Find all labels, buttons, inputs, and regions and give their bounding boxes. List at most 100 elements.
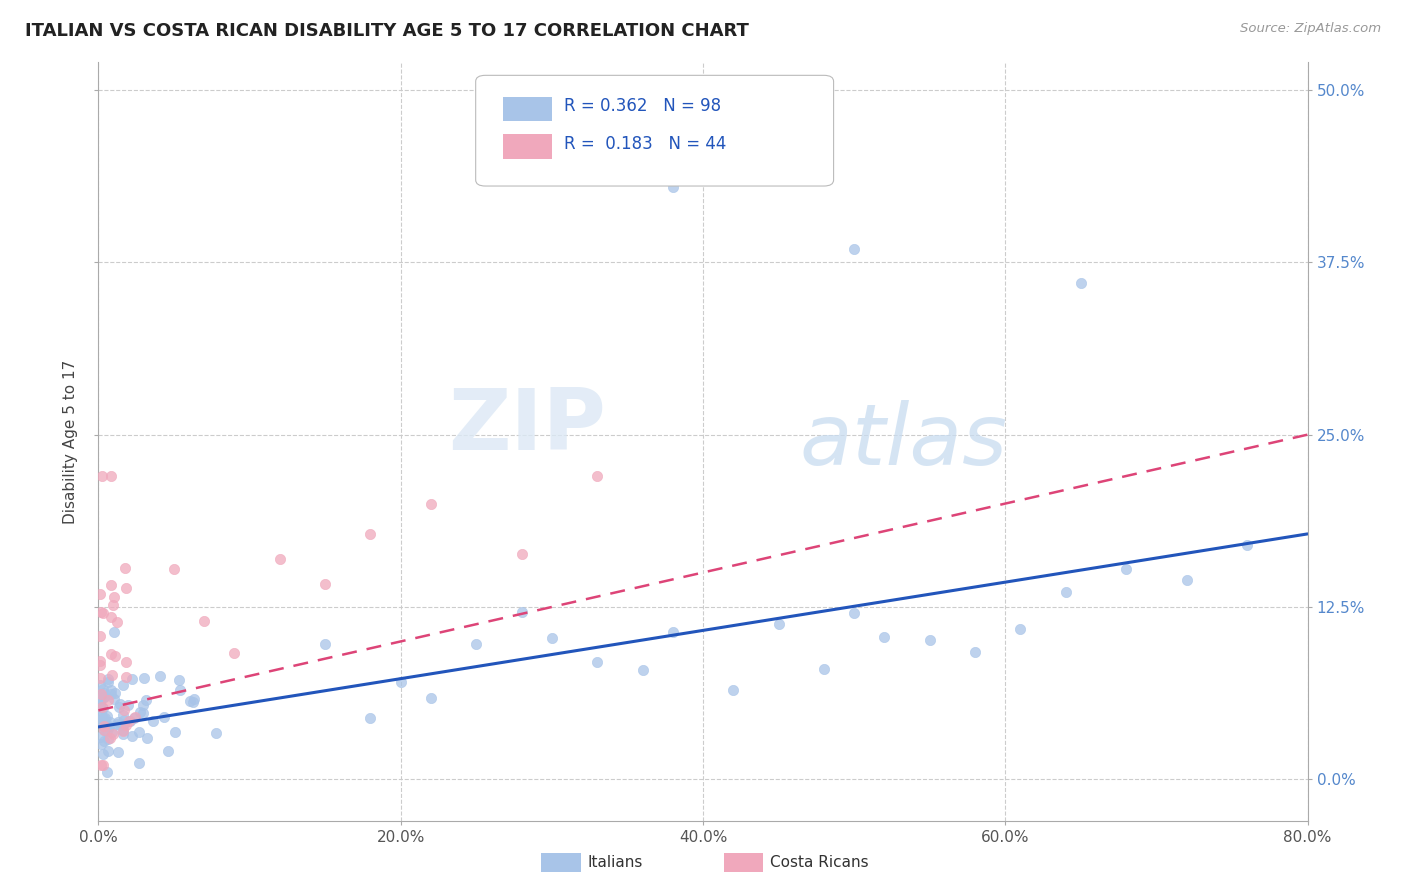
Point — [510, 605, 533, 619]
Point — [128, 725, 150, 739]
Point — [91, 711, 114, 725]
Point — [103, 727, 125, 741]
Point — [873, 630, 896, 644]
Point — [97, 693, 120, 707]
Text: R =  0.183   N = 44: R = 0.183 N = 44 — [564, 136, 727, 153]
Point — [768, 617, 790, 632]
Point — [89, 714, 111, 729]
Point — [105, 615, 128, 629]
Point — [101, 598, 124, 612]
Point — [89, 587, 111, 601]
Point — [420, 690, 443, 705]
Y-axis label: Disability Age 5 to 17: Disability Age 5 to 17 — [63, 359, 79, 524]
Point — [101, 725, 124, 739]
Text: ZIP: ZIP — [449, 384, 606, 468]
Point — [107, 715, 129, 730]
Point — [661, 179, 683, 194]
Point — [314, 577, 336, 591]
Point — [96, 723, 118, 738]
Point — [89, 658, 111, 673]
Text: Source: ZipAtlas.com: Source: ZipAtlas.com — [1240, 22, 1381, 36]
Point — [135, 693, 157, 707]
Point — [93, 714, 115, 728]
Point — [631, 663, 654, 677]
Point — [132, 698, 155, 712]
Point — [111, 727, 134, 741]
Point — [965, 645, 987, 659]
Text: atlas: atlas — [800, 400, 1008, 483]
FancyBboxPatch shape — [475, 75, 834, 186]
Point — [94, 711, 117, 725]
Point — [118, 714, 141, 729]
Point — [112, 723, 135, 737]
Point — [100, 667, 122, 681]
Point — [107, 699, 129, 714]
Point — [128, 756, 150, 770]
Point — [121, 672, 143, 686]
Point — [118, 714, 141, 728]
Point — [89, 707, 111, 722]
Point — [107, 745, 129, 759]
Point — [89, 690, 111, 704]
Point — [91, 701, 114, 715]
Point — [100, 469, 122, 483]
Point — [90, 605, 112, 619]
Point — [156, 744, 179, 758]
Point — [1236, 537, 1258, 551]
Point — [389, 674, 412, 689]
Point — [89, 698, 111, 712]
Point — [121, 729, 143, 743]
Point — [93, 720, 115, 734]
Point — [91, 607, 114, 621]
Point — [108, 697, 131, 711]
Point — [96, 709, 118, 723]
Point — [100, 683, 122, 698]
Point — [89, 629, 111, 643]
Point — [89, 671, 111, 685]
Point — [103, 624, 125, 639]
Point — [100, 609, 122, 624]
Point — [124, 710, 146, 724]
Point — [100, 715, 122, 730]
Point — [179, 694, 201, 708]
Point — [97, 719, 120, 733]
Point — [122, 711, 145, 725]
Point — [163, 561, 186, 575]
Point — [661, 625, 683, 640]
Point — [1010, 622, 1032, 636]
Point — [104, 686, 127, 700]
Point — [149, 669, 172, 683]
Point — [360, 711, 382, 725]
Point — [93, 723, 115, 738]
Point — [105, 717, 128, 731]
Point — [112, 713, 135, 727]
Point — [89, 654, 111, 668]
Point — [465, 637, 488, 651]
Point — [100, 647, 122, 661]
Point — [98, 720, 121, 734]
Point — [93, 685, 115, 699]
Point — [90, 758, 112, 772]
Point — [89, 678, 111, 692]
Point — [134, 671, 156, 685]
Point — [115, 655, 138, 669]
Point — [96, 765, 118, 780]
Point — [93, 690, 115, 705]
Point — [169, 682, 191, 697]
Point — [115, 717, 138, 731]
Point — [114, 560, 136, 574]
Point — [104, 648, 127, 663]
Point — [540, 631, 562, 645]
Point — [142, 714, 165, 729]
Point — [169, 673, 191, 687]
Point — [89, 691, 111, 706]
Point — [224, 646, 246, 660]
Point — [98, 731, 121, 745]
Point — [918, 632, 941, 647]
Point — [90, 706, 112, 720]
Point — [90, 699, 112, 714]
Point — [90, 687, 112, 701]
Point — [205, 726, 228, 740]
FancyBboxPatch shape — [503, 96, 551, 120]
Point — [100, 578, 122, 592]
